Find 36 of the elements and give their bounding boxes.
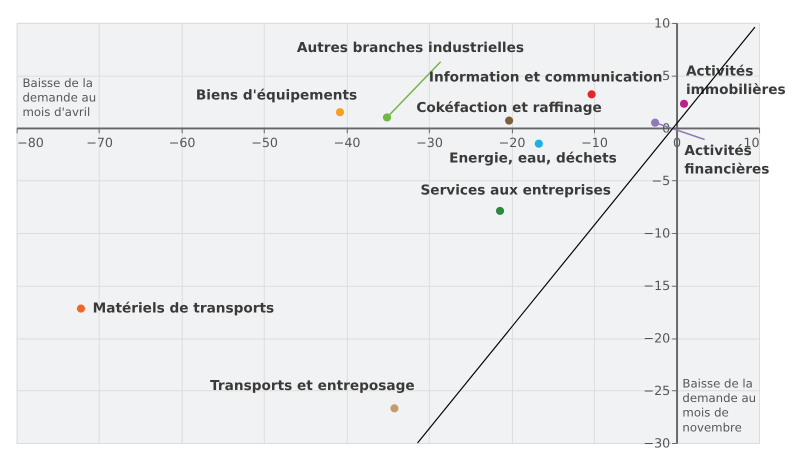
x-tick-label: −80 (17, 134, 44, 150)
point (76, 304, 86, 313)
text: Information et communication (428, 70, 662, 86)
point (651, 118, 660, 127)
x-tick-label: −30 (416, 134, 443, 150)
x-tick-label: −40 (334, 134, 360, 150)
point (534, 140, 543, 148)
point (390, 404, 399, 412)
x-tick-label: −60 (168, 134, 196, 150)
y-tick-label: −10 (643, 225, 670, 240)
point (382, 113, 392, 122)
y-tick-label: 10 (654, 15, 670, 30)
x-tick-label: −10 (581, 134, 608, 150)
y-tick-label: −15 (643, 278, 670, 293)
y-tick-label: −30 (643, 435, 670, 450)
point (588, 90, 596, 98)
y-axis-title: Baisse de la demande au mois de novembre (682, 376, 756, 434)
x-axis-title: Baisse de la demande au mois d'avril (22, 76, 96, 120)
series-label: Transports et entreposage (210, 378, 415, 394)
x-tick-label: −70 (86, 134, 113, 150)
y-tick-label: −25 (643, 382, 670, 398)
x-tick-label: −20 (498, 134, 526, 150)
series-label: Cokéfaction et raffinage (416, 100, 602, 116)
point (496, 206, 504, 215)
series-label: Services aux entreprises (420, 182, 611, 198)
point (336, 108, 344, 116)
point (680, 100, 688, 108)
y-tick-label: 5 (662, 68, 670, 83)
y-tick-label: −5 (652, 172, 670, 188)
series-label: Matériels de transports (92, 300, 274, 316)
point (505, 116, 514, 125)
y-tick-label: −20 (643, 330, 670, 346)
series-label: Energie, eau, déchets (449, 150, 617, 166)
text: Autres branches industrielles (296, 40, 524, 56)
x-tick-label: −50 (251, 134, 278, 150)
series-label: Biens d'équipements (196, 87, 358, 104)
